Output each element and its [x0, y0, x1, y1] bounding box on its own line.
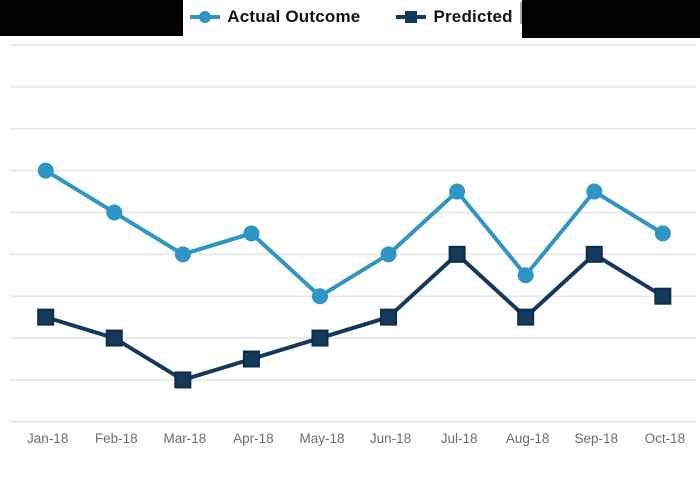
x-axis-label-Mar-18: Mar-18	[163, 431, 206, 446]
data-point-actual-Aug-18	[517, 267, 534, 284]
data-point-actual-Mar-18	[174, 246, 191, 263]
data-point-actual-Sep-18	[586, 183, 603, 200]
legend-predicted-label: Predicted	[433, 7, 513, 26]
data-point-predicted-Jan-18	[37, 308, 55, 326]
legend-item-predicted[interactable]: Predicted	[396, 7, 513, 27]
data-point-predicted-Apr-18	[242, 350, 260, 368]
legend-item-actual-outcome[interactable]: Actual Outcome	[190, 7, 360, 27]
data-point-actual-Jan-18	[37, 162, 54, 179]
x-axis-label-Feb-18: Feb-18	[95, 431, 138, 446]
data-point-predicted-Jun-18	[380, 308, 398, 326]
data-point-predicted-Jul-18	[448, 245, 466, 263]
data-point-actual-Jul-18	[449, 183, 466, 200]
chart-legend: Actual Outcome Predicted	[183, 0, 520, 34]
x-axis-label-Apr-18: Apr-18	[233, 431, 274, 446]
data-point-predicted-Aug-18	[517, 308, 535, 326]
data-point-actual-Apr-18	[243, 225, 260, 242]
series-line-actual	[44, 168, 664, 299]
x-axis-label-Jun-18: Jun-18	[370, 431, 411, 446]
x-axis-label-Jul-18: Jul-18	[441, 431, 478, 446]
x-axis-label-Aug-18: Aug-18	[506, 431, 550, 446]
data-point-actual-Oct-18	[654, 225, 671, 242]
x-axis-label-May-18: May-18	[299, 431, 344, 446]
data-point-predicted-Mar-18	[174, 371, 192, 389]
redaction-box-top-left	[0, 0, 183, 36]
x-axis-label-Sep-18: Sep-18	[574, 431, 618, 446]
redaction-box-top-right	[522, 0, 700, 38]
data-point-predicted-Sep-18	[585, 245, 603, 263]
series-line-predicted	[45, 251, 664, 383]
data-point-actual-Jun-18	[380, 246, 397, 263]
data-point-predicted-Feb-18	[105, 329, 123, 347]
legend-actual-outcome-label: Actual Outcome	[227, 7, 361, 26]
x-axis-label-Oct-18: Oct-18	[645, 431, 686, 446]
data-point-actual-Feb-18	[106, 204, 123, 221]
predicted-line-square-icon	[396, 10, 427, 24]
data-point-predicted-May-18	[311, 329, 329, 347]
data-point-predicted-Oct-18	[654, 287, 672, 305]
data-point-actual-May-18	[311, 288, 328, 305]
x-axis-label-Jan-18: Jan-18	[27, 431, 68, 446]
actual-outcome-line-circle-icon	[190, 10, 221, 24]
